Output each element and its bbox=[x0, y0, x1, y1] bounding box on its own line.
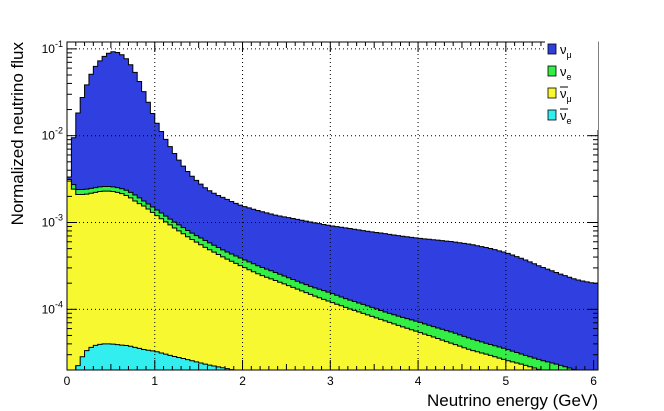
legend-label-3: νe bbox=[560, 108, 572, 126]
legend-label-2: νμ bbox=[560, 86, 572, 104]
x-tick-label: 5 bbox=[502, 374, 509, 388]
x-tick-label: 4 bbox=[415, 374, 422, 388]
x-axis-title: Neutrino energy (GeV) bbox=[427, 391, 598, 410]
x-tick-label: 0 bbox=[64, 374, 71, 388]
x-tick-label: 2 bbox=[239, 374, 246, 388]
x-tick-label: 6 bbox=[590, 374, 597, 388]
x-tick-label: 3 bbox=[327, 374, 334, 388]
legend: νμ νe νμ νe bbox=[545, 40, 598, 130]
legend-swatch-0 bbox=[547, 43, 557, 55]
legend-label-1: νe bbox=[560, 64, 572, 82]
series-area-3 bbox=[75, 343, 235, 370]
y-tick-label: 10-3 bbox=[42, 213, 63, 230]
plot-frame bbox=[66, 41, 599, 371]
y-tick-label: 10-4 bbox=[42, 299, 63, 316]
legend-label-0: νμ bbox=[560, 42, 572, 60]
y-axis-title: Normalized neutrino flux bbox=[8, 42, 27, 226]
grid-layer bbox=[67, 42, 598, 370]
series-area-2 bbox=[67, 178, 546, 370]
y-tick-label: 10-1 bbox=[42, 39, 63, 56]
legend-swatch-1 bbox=[547, 65, 557, 77]
axis-layer: 0 1 2 3 4 5 6 10-1 10-2 10-3 10-4 bbox=[42, 39, 598, 388]
legend-swatch-2 bbox=[547, 87, 557, 99]
series-layer bbox=[67, 51, 598, 370]
x-tick-label: 1 bbox=[151, 374, 158, 388]
legend-swatch-3 bbox=[547, 109, 557, 121]
y-tick-label: 10-2 bbox=[42, 126, 63, 143]
